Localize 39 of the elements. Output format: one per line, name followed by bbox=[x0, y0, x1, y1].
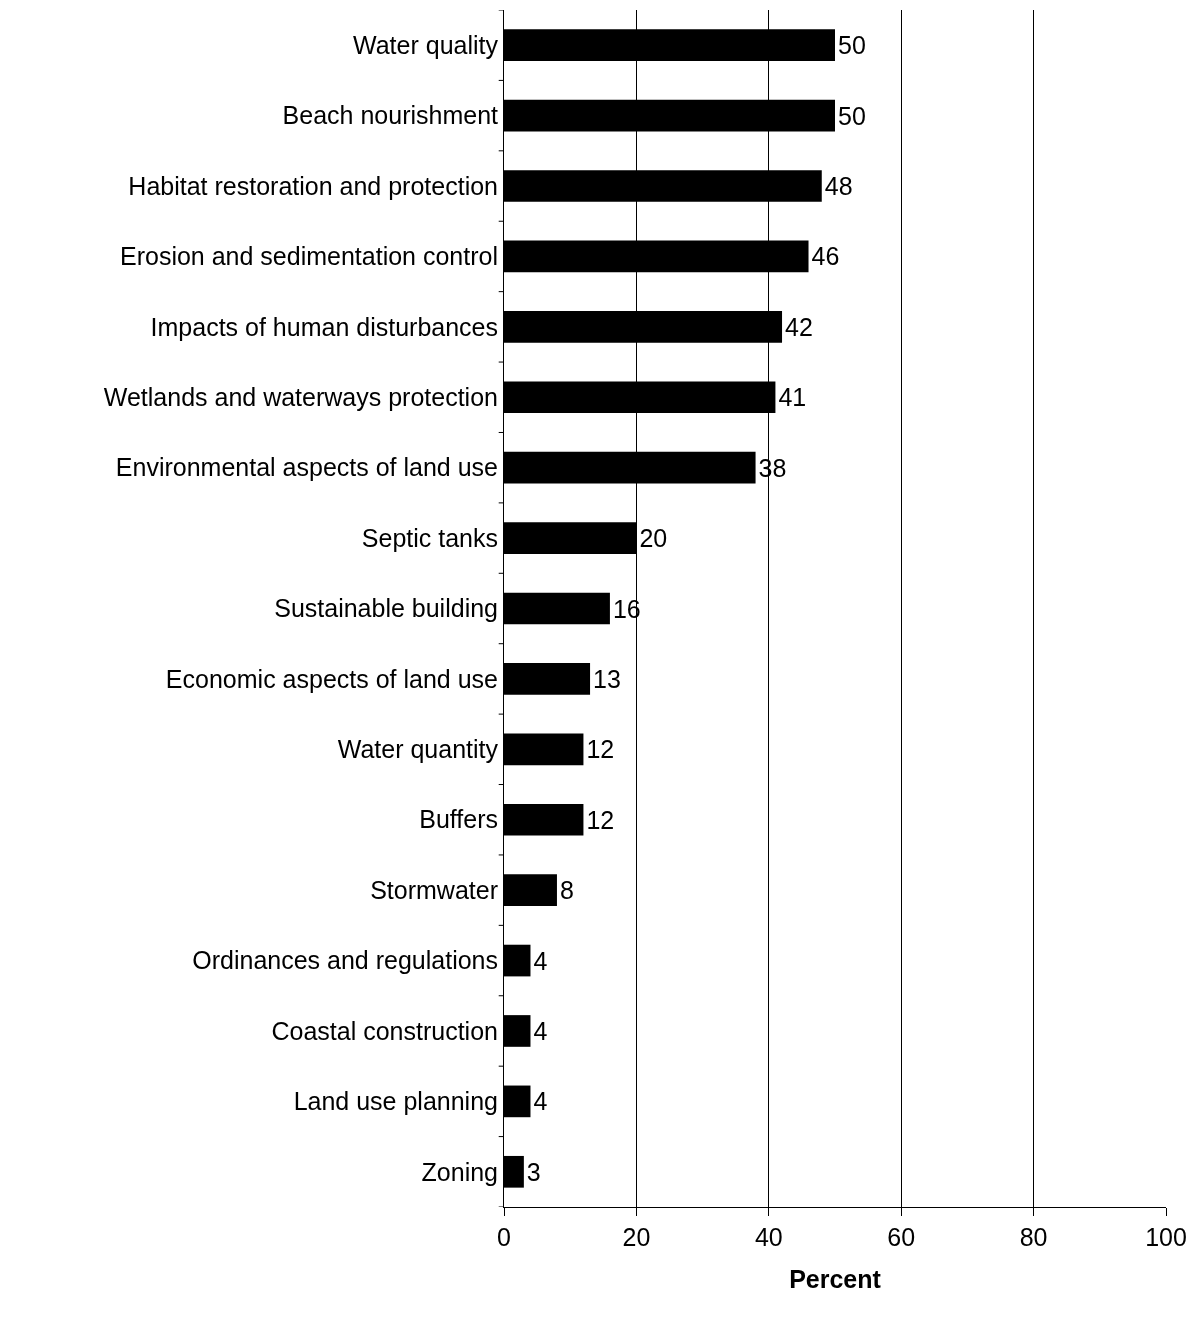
y-tick-label: Wetlands and waterways protection bbox=[103, 383, 498, 412]
y-tick-label: Sustainable building bbox=[274, 594, 498, 623]
y-tick-label: Economic aspects of land use bbox=[165, 664, 498, 693]
y-tick-label: Stormwater bbox=[370, 875, 498, 904]
x-axis-title: Percent bbox=[789, 1265, 882, 1293]
y-tick-label: Septic tanks bbox=[361, 523, 498, 552]
y-tick-label: Ordinances and regulations bbox=[192, 946, 498, 975]
data-label: 4 bbox=[533, 946, 548, 975]
x-tick-label: 0 bbox=[497, 1223, 511, 1251]
data-label: 41 bbox=[778, 383, 807, 412]
data-label: 8 bbox=[559, 876, 574, 905]
data-label: 20 bbox=[639, 524, 668, 553]
data-label: 12 bbox=[586, 805, 615, 834]
y-tick-label: Coastal construction bbox=[271, 1016, 498, 1045]
x-tick-label: 80 bbox=[1019, 1223, 1048, 1251]
data-label: 50 bbox=[838, 31, 866, 60]
y-tick-label: Buffers bbox=[419, 805, 498, 834]
data-label: 46 bbox=[811, 242, 840, 271]
data-label: 3 bbox=[526, 1157, 541, 1186]
data-label: 12 bbox=[586, 735, 615, 764]
data-label: 42 bbox=[785, 312, 813, 341]
y-tick-label: Land use planning bbox=[293, 1087, 498, 1116]
data-label: 50 bbox=[838, 101, 866, 130]
y-tick-label: Habitat restoration and protection bbox=[128, 171, 498, 200]
y-tick-label: Impacts of human disturbances bbox=[150, 312, 498, 341]
x-tick-label: 60 bbox=[887, 1223, 916, 1251]
x-tick-label: 100 bbox=[1145, 1223, 1187, 1251]
y-tick-label: Beach nourishment bbox=[282, 101, 499, 130]
data-label: 48 bbox=[824, 172, 853, 201]
y-tick-label: Water quantity bbox=[337, 735, 499, 764]
x-tick-label: 20 bbox=[622, 1223, 651, 1251]
y-tick-label: Environmental aspects of land use bbox=[115, 453, 498, 482]
x-tick-label: 40 bbox=[754, 1223, 783, 1251]
y-tick-label: Erosion and sedimentation control bbox=[119, 242, 498, 271]
y-tick-label: Zoning bbox=[421, 1157, 498, 1186]
y-tick-label: Water quality bbox=[353, 30, 499, 59]
data-label: 4 bbox=[533, 1087, 548, 1116]
data-label: 13 bbox=[593, 664, 621, 693]
data-label: 4 bbox=[533, 1016, 548, 1045]
